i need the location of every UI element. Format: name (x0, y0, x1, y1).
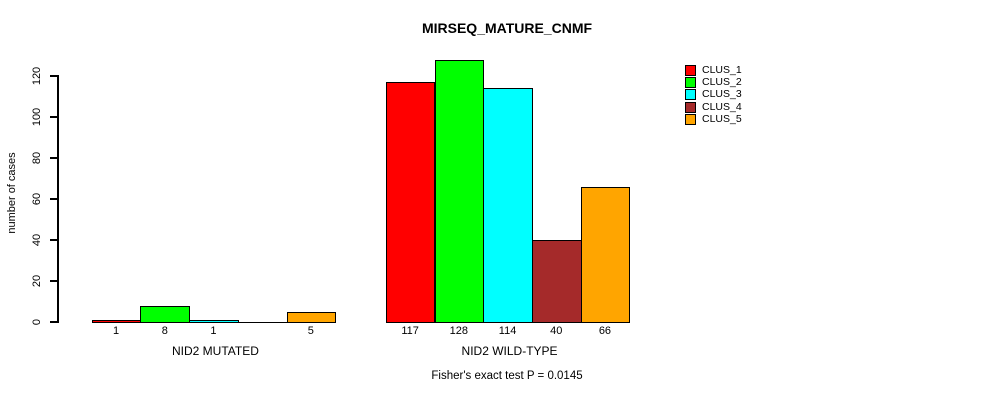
chart-title: MIRSEQ_MATURE_CNMF (421, 20, 593, 36)
legend-label: CLUS_4 (702, 100, 742, 113)
legend-swatch-CLUS_4 (685, 101, 696, 113)
legend-swatch-CLUS_5 (685, 113, 696, 125)
bar-value-label: 114 (498, 325, 517, 337)
y-tick-label: 100 (31, 107, 43, 127)
bar-value-label: 1 (112, 325, 120, 337)
bar-CLUS_2-group1 (140, 305, 191, 323)
legend-label: CLUS_2 (702, 76, 742, 89)
y-tick (50, 239, 58, 241)
y-tick (50, 75, 58, 77)
bar-CLUS_1-group1 (91, 319, 142, 323)
legend-swatch-CLUS_3 (685, 89, 696, 101)
legend-label: CLUS_1 (702, 64, 742, 76)
y-tick-label: 120 (31, 66, 43, 86)
y-axis-line (57, 75, 59, 323)
y-tick (50, 321, 58, 323)
bar-CLUS_3-group1 (189, 319, 239, 323)
y-tick-label: 40 (31, 233, 43, 247)
x-axis-category-label: NID2 MUTATED (171, 344, 259, 358)
bar-value-label: 66 (598, 325, 612, 337)
bar-CLUS_4-group2 (531, 240, 582, 323)
y-tick (50, 157, 58, 159)
legend-swatch-CLUS_2 (685, 77, 696, 89)
y-tick-label: 0 (31, 318, 43, 326)
bar-CLUS_3-group2 (483, 88, 533, 323)
legend-label: CLUS_5 (702, 112, 742, 125)
y-tick (50, 198, 58, 200)
bar-value-label: 117 (401, 325, 419, 337)
bar-value-label: 1 (210, 325, 217, 337)
y-tick (50, 280, 58, 282)
y-tick-label: 60 (31, 192, 43, 206)
fisher-test-annotation: Fisher's exact test P = 0.0145 (431, 370, 583, 382)
bar-value-label: 5 (307, 325, 314, 337)
y-tick-label: 20 (31, 274, 43, 288)
y-axis-label: number of cases (6, 152, 18, 234)
legend-label: CLUS_3 (702, 88, 742, 101)
legend-swatch-CLUS_1 (685, 65, 696, 76)
bar-CLUS_5-group2 (580, 186, 631, 323)
x-axis-category-label: NID2 WILD-TYPE (461, 344, 558, 358)
bar-value-label: 8 (161, 325, 168, 337)
y-tick-label: 80 (31, 151, 43, 165)
bar-value-label: 128 (449, 325, 469, 337)
bar-value-label: 40 (550, 325, 563, 337)
bar-CLUS_2-group2 (434, 59, 485, 323)
bar-CLUS_5-group1 (286, 311, 337, 323)
bar-CLUS_1-group2 (385, 82, 436, 323)
y-tick (50, 116, 58, 118)
